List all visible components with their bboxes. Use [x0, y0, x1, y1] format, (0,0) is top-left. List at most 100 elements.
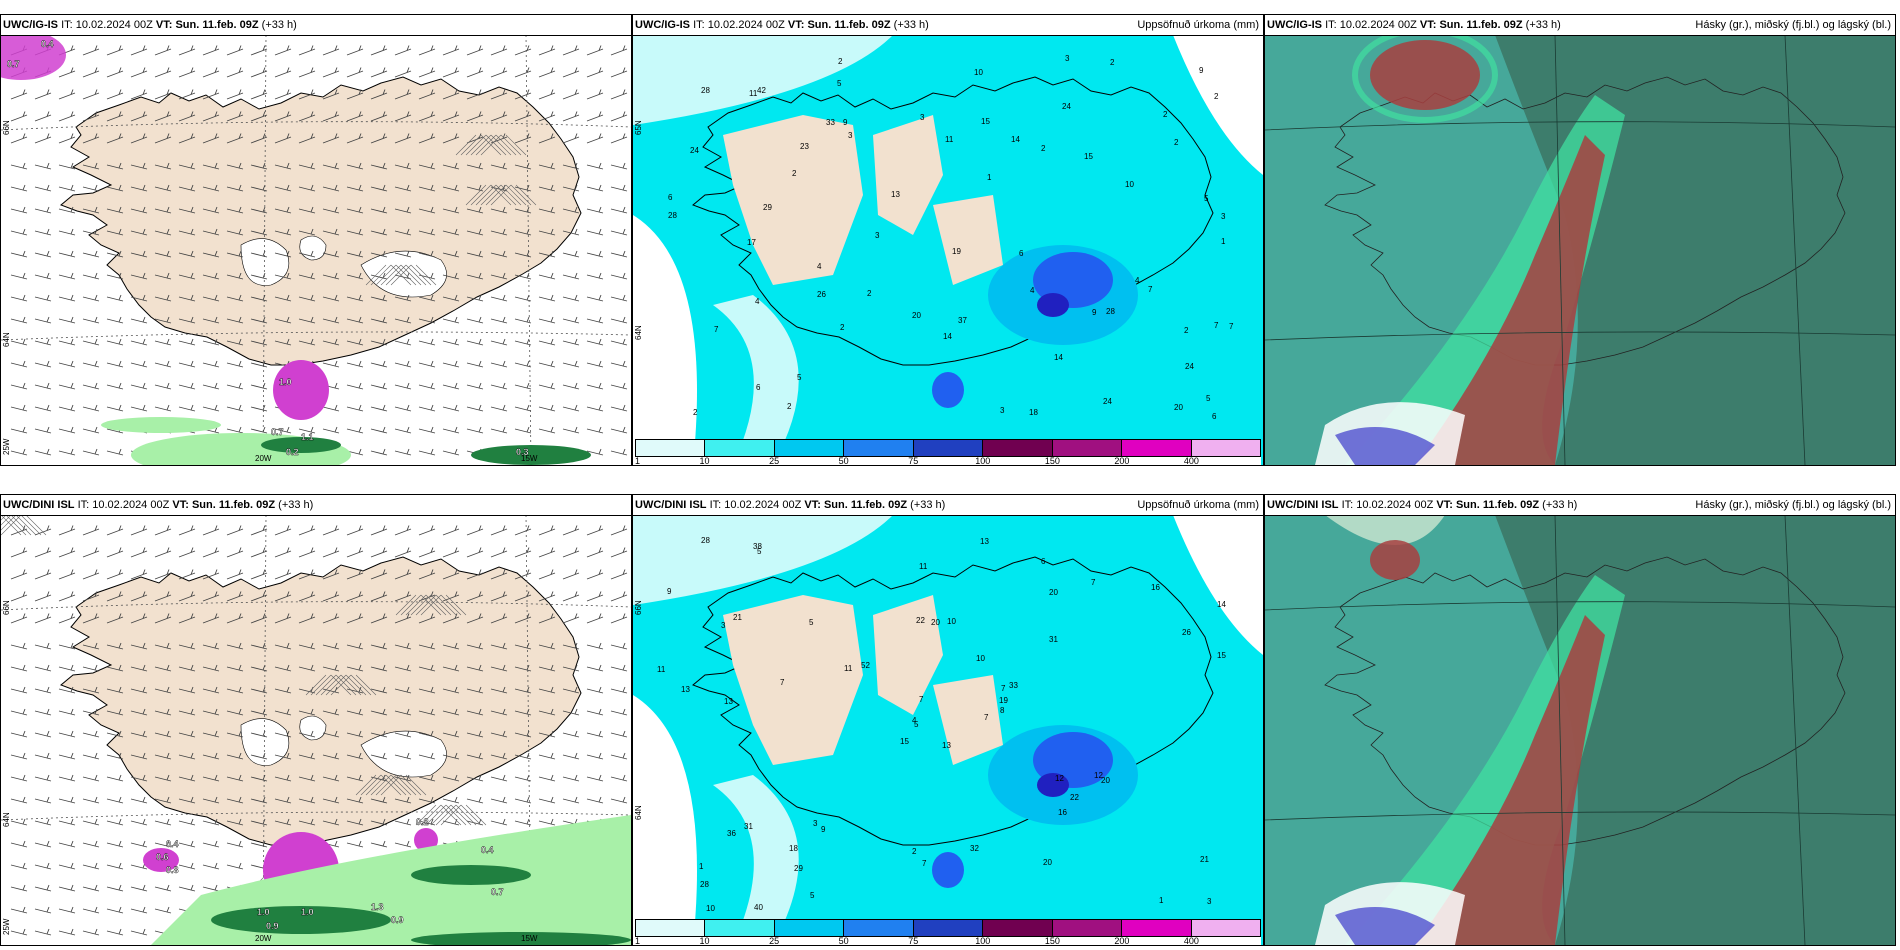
latitude-label: 64N — [2, 332, 11, 347]
wind-barb — [466, 272, 484, 280]
dry-area — [933, 675, 1003, 765]
wind-barb — [610, 382, 628, 390]
hatch-line — [430, 804, 472, 826]
precip-value: 7 — [1091, 578, 1096, 587]
wind-barb — [490, 613, 508, 624]
wind-barb — [82, 67, 100, 78]
wind-barb — [418, 294, 436, 302]
wind-barb — [250, 294, 268, 302]
dry-area — [933, 195, 1003, 285]
precip-value: 11 — [919, 562, 928, 571]
wind-barb — [178, 613, 196, 624]
precip-value: 9 — [1199, 66, 1204, 75]
wind-barb — [322, 67, 340, 78]
wind-barb — [130, 818, 148, 826]
wind-barb — [322, 294, 340, 302]
precip-value: 18 — [789, 844, 798, 853]
wind-barb — [370, 708, 388, 716]
hatch-line — [465, 134, 517, 156]
wind-barb — [178, 206, 196, 214]
wind-barb — [466, 162, 484, 170]
hatch-line — [415, 804, 487, 826]
wind-barb — [586, 272, 604, 280]
precip-value: 5 — [914, 720, 919, 729]
wind-barb — [250, 89, 268, 100]
wind-barb — [130, 184, 148, 192]
wind-barb — [58, 613, 76, 624]
precip-value: 7 — [780, 678, 785, 687]
wind-barb — [178, 162, 196, 170]
wind-barb — [538, 360, 556, 368]
wind-barb — [274, 818, 292, 826]
latitude-line — [1265, 811, 1895, 821]
precip-value: 7 — [1214, 321, 1219, 330]
wind-barb — [394, 111, 412, 122]
longitude-line — [262, 34, 267, 465]
wind-barb — [514, 664, 532, 672]
hatch-line — [375, 774, 407, 796]
wind-barb — [538, 752, 556, 760]
colorbar-segment — [913, 440, 984, 456]
wind-barb — [10, 664, 28, 672]
wind-barb — [58, 111, 76, 122]
wind-barb — [130, 796, 148, 804]
precip-value: 16 — [1058, 808, 1067, 817]
wind-barb — [418, 796, 436, 804]
wind-barb — [370, 404, 388, 412]
colorbar-segment — [636, 920, 706, 936]
wind-barb — [202, 316, 220, 324]
wind-barb — [538, 382, 556, 390]
wind-barb — [442, 111, 460, 122]
wind-barb — [442, 547, 460, 558]
wind-barb — [250, 228, 268, 236]
wind-barb — [418, 448, 436, 456]
wind-barb — [562, 569, 580, 580]
wind-barb — [58, 664, 76, 672]
wind-barb — [34, 547, 52, 558]
hatch-line — [360, 774, 422, 796]
wind-barb — [514, 316, 532, 324]
wind-barb — [178, 686, 196, 694]
hatch-line — [315, 674, 367, 696]
wind-barb — [274, 111, 292, 122]
wind-barb — [610, 111, 628, 122]
graticule — [1, 514, 631, 945]
wind-barb — [154, 404, 172, 412]
hatch-line — [25, 514, 47, 536]
precip-value: 21 — [1200, 855, 1209, 864]
precip-value: 20 — [1174, 403, 1183, 412]
wind-barb — [154, 206, 172, 214]
wind-barb — [82, 184, 100, 192]
wind-barb — [226, 382, 244, 390]
precip-value: 12 — [1055, 774, 1064, 783]
colorbar-tick-label: 150 — [1044, 456, 1060, 466]
wind-barb — [130, 67, 148, 78]
wind-barb — [394, 613, 412, 624]
glacier-area — [360, 730, 447, 778]
panel-title: Hásky (gr.), miðský (fj.bl.) og lágský (… — [1695, 499, 1891, 511]
precip-value: 2 — [1041, 144, 1046, 153]
wind-barb — [346, 111, 364, 122]
wind-barb — [562, 338, 580, 346]
precip-value: 40 — [754, 903, 763, 912]
precip-value: 3 — [721, 621, 726, 630]
precip-value: 4 — [1030, 286, 1035, 295]
wind-barb — [274, 89, 292, 100]
wind-barb — [10, 294, 28, 302]
wind-barb — [130, 272, 148, 280]
wind-barb — [106, 338, 124, 346]
colorbar-segment — [1191, 440, 1260, 456]
wind-barb — [82, 89, 100, 100]
wind-barb — [490, 404, 508, 412]
wind-barb — [250, 818, 268, 826]
wind-barb — [490, 708, 508, 716]
wind-barb — [442, 818, 460, 826]
wind-barb — [370, 525, 388, 536]
precip-patch — [411, 865, 531, 885]
wind-barb — [250, 569, 268, 580]
value-label: 0.7 — [491, 887, 504, 897]
wind-barb — [178, 752, 196, 760]
cloud-band — [1335, 907, 1435, 945]
precip-value: 7 — [922, 859, 927, 868]
wind-barb — [274, 686, 292, 694]
